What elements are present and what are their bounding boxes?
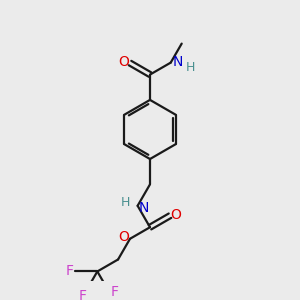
Text: H: H [120,196,130,209]
Text: F: F [78,289,86,300]
Text: F: F [65,264,73,278]
Text: O: O [118,55,129,69]
Text: O: O [171,208,182,222]
Text: H: H [186,61,196,74]
Text: F: F [110,285,118,299]
Text: N: N [173,55,183,69]
Text: N: N [139,201,149,215]
Text: O: O [118,230,129,244]
